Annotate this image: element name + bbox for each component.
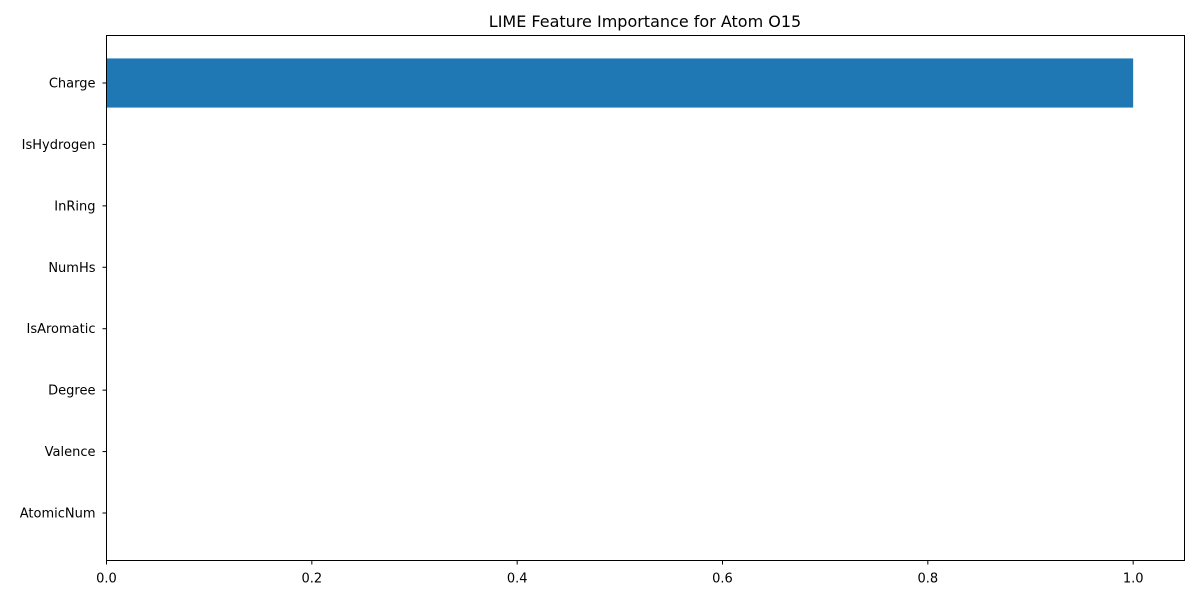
plot-frame (106, 35, 1185, 561)
x-tick-label: 0.6 (712, 572, 733, 587)
y-tick-label: IsAromatic (27, 322, 96, 337)
chart-title: LIME Feature Importance for Atom O15 (489, 12, 801, 31)
y-tick-label: Valence (45, 445, 96, 460)
x-tick-label: 0.8 (917, 572, 938, 587)
y-tick-label: Charge (49, 77, 96, 92)
x-tick-label: 0.2 (301, 572, 322, 587)
y-tick-label: AtomicNum (20, 507, 96, 522)
x-tick-label: 1.0 (1123, 572, 1144, 587)
y-tick-label: IsHydrogen (22, 138, 96, 153)
x-tick-label: 0.0 (96, 572, 117, 587)
y-tick-label: InRing (54, 199, 95, 214)
bars-group (106, 58, 1134, 108)
y-tick-label: NumHs (48, 261, 95, 276)
bar-charge (106, 58, 1134, 108)
x-tick-label: 0.4 (507, 572, 528, 587)
y-tick-label: Degree (48, 384, 95, 399)
x-axis-ticks: 0.0 0.2 0.4 0.6 0.8 1.0 (96, 560, 1144, 587)
y-axis-ticks: Charge IsHydrogen InRing NumHs IsAromatic Deg… (20, 77, 107, 522)
